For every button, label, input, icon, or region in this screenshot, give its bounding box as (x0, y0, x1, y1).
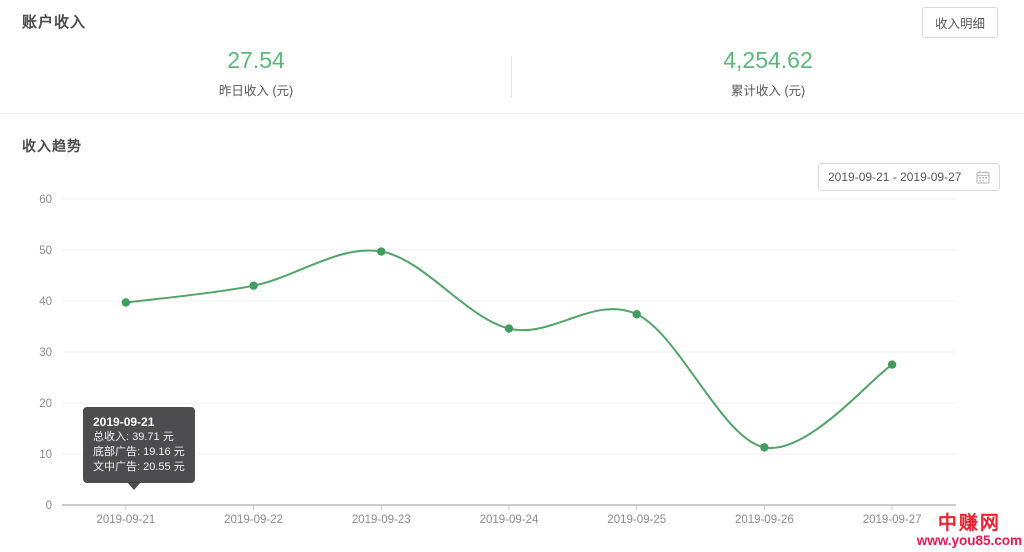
tooltip-total-income: 总收入: 39.71 元 (93, 431, 174, 443)
chart-tooltip: 2019-09-21 总收入: 39.71 元 底部广告: 19.16 元 文中… (83, 407, 195, 490)
page-title: 账户收入 (22, 14, 87, 31)
stat-yesterday-income: 27.54 昨日收入 (元) (0, 46, 512, 99)
date-range-value: 2019-09-21 - 2019-09-27 (828, 170, 962, 184)
y-axis-label-50: 50 (39, 245, 52, 257)
data-point-2019-09-25 (632, 310, 641, 319)
y-axis-label-10: 10 (39, 449, 52, 461)
stats-row: 27.54 昨日收入 (元) 4,254.62 累计收入 (元) (0, 46, 1024, 99)
y-axis-label-30: 30 (39, 347, 52, 359)
watermark-site-name: 中赚网 (937, 512, 1001, 534)
site-watermark: 中赚网 www.you85.com (916, 512, 1022, 548)
x-axis-label-4: 2019-09-25 (607, 514, 666, 526)
x-axis-label-5: 2019-09-26 (735, 514, 794, 526)
y-axis-label-20: 20 (39, 398, 52, 410)
data-point-2019-09-27 (887, 360, 897, 369)
tooltip-inline-ad: 文中广告: 20.55 元 (93, 461, 185, 473)
income-line-series (125, 249, 893, 449)
y-axis-label-0: 0 (46, 500, 52, 512)
tooltip-arrow (127, 482, 141, 490)
yesterday-income-label: 昨日收入 (元) (218, 84, 294, 98)
data-point-2019-09-23 (377, 247, 386, 256)
stats-vertical-divider (511, 56, 512, 98)
tooltip-bottom-ad: 底部广告: 19.16 元 (93, 446, 185, 458)
x-axis-label-1: 2019-09-22 (224, 514, 283, 526)
yesterday-income-value: 27.54 (227, 47, 285, 73)
tooltip-date: 2019-09-21 (93, 415, 155, 429)
data-point-2019-09-24 (504, 324, 514, 333)
total-income-value: 4,254.62 (723, 47, 813, 73)
date-range-picker[interactable]: 2019-09-21 - 2019-09-27 (818, 163, 1000, 191)
x-axis-label-3: 2019-09-24 (480, 514, 539, 526)
trend-line-chart-svg: 0 10 20 30 40 50 60 2019-09-21 2019-09-22 2019-09… (39, 194, 956, 526)
x-axis-label-0: 2019-09-21 (96, 514, 155, 526)
data-point-2019-09-22 (249, 281, 258, 290)
x-axis-label-6: 2019-09-27 (863, 514, 922, 526)
data-point-2019-09-26 (760, 443, 769, 452)
income-trend-chart[interactable]: 0 10 20 30 40 50 60 2019-09-21 2019-09-22 2019-09… (0, 185, 1024, 545)
y-axis-label-60: 60 (39, 194, 52, 206)
trend-section-title: 收入趋势 (22, 138, 82, 154)
total-income-label: 累计收入 (元) (730, 84, 806, 98)
x-axis-label-2: 2019-09-23 (352, 514, 411, 526)
section-divider (0, 113, 1024, 114)
y-axis-label-40: 40 (39, 296, 52, 308)
data-point-2019-09-21 (121, 298, 131, 307)
calendar-icon (976, 170, 990, 184)
stat-total-income: 4,254.62 累计收入 (元) (512, 46, 1024, 99)
watermark-site-url: www.you85.com (916, 532, 1022, 548)
income-details-button[interactable]: 收入明细 (921, 7, 998, 38)
